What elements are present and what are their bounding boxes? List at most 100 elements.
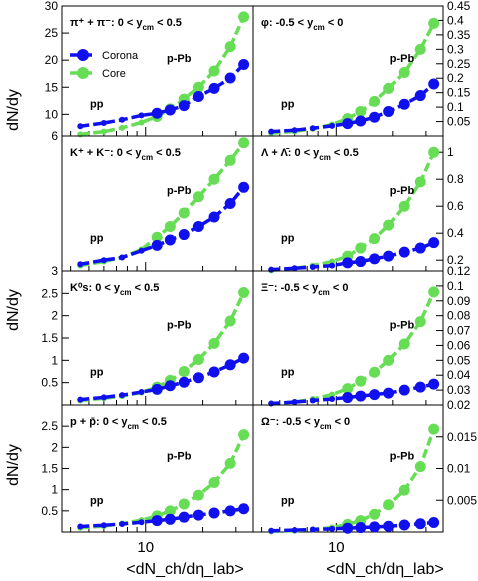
data-point-core: [414, 43, 426, 55]
data-point-corona: [208, 211, 220, 223]
panel-label: Ξ⁻: -0.5 < ycm < 0: [261, 282, 348, 297]
data-point-corona: [164, 104, 176, 116]
y-tick-label: 0.015: [447, 430, 477, 444]
data-point-core: [355, 375, 367, 387]
data-point-core: [238, 137, 250, 149]
data-point-core: [224, 41, 236, 53]
series-line-core: [271, 428, 436, 534]
data-point-core: [192, 353, 204, 365]
panel-label: Ω⁻: -0.5 < ycm < 0: [261, 416, 350, 431]
data-point-core: [164, 220, 176, 232]
data-point-core: [355, 242, 367, 254]
y-tick-label: 0.45: [447, 0, 471, 13]
y-axis-title-mid: dN/dy: [5, 289, 22, 331]
data-point-core: [329, 391, 336, 398]
y-tick-label: 0.5: [41, 376, 58, 390]
y-tick-label: 0.2: [447, 71, 464, 85]
data-point-core: [151, 231, 163, 243]
data-point-corona: [398, 246, 410, 258]
data-point-core: [383, 499, 395, 511]
data-point-core: [224, 457, 236, 469]
y-tick-label: 25: [45, 26, 59, 40]
y-tick-label: 0.06: [447, 338, 471, 352]
data-point-corona: [428, 78, 440, 90]
data-point-corona: [309, 397, 316, 404]
data-point-corona: [428, 516, 440, 528]
data-point-corona: [238, 59, 250, 70]
data-point-corona: [138, 247, 145, 254]
y-tick-label: 0.08: [447, 309, 471, 323]
data-point-core: [398, 338, 410, 350]
panel-k0s: 0.5 1 1.5 2 2.5 K⁰s: 0 < ycm < 0.5 pp p-Pb: [41, 270, 254, 406]
annotation-pp: pp: [281, 232, 295, 244]
data-point-core: [369, 366, 381, 378]
data-point-corona: [119, 392, 126, 399]
data-point-core: [428, 146, 440, 158]
data-point-corona: [342, 257, 354, 269]
data-point-corona: [100, 257, 107, 264]
panel-label: Λ + Λ̄: 0 < ycm < 0.5: [261, 147, 359, 162]
y-tick-label: 2: [51, 440, 58, 454]
y-tick-label: 20: [45, 53, 59, 67]
data-point-corona: [208, 82, 220, 94]
y-tick-label: 0.1: [447, 279, 464, 293]
data-point-corona: [178, 100, 190, 112]
panel-lambda: 0.120.2 0.4 0.6 0.8 1 Λ + Λ̄: 0 < ycm < 0.5 pp…: [252, 135, 471, 278]
data-point-core: [208, 337, 220, 349]
data-point-corona: [77, 261, 84, 268]
panel-phi: 0.050.10.150.20.250.30.350.40.45 φ: -0.5 …: [252, 0, 471, 137]
annotation-ppb: p-Pb: [167, 185, 192, 197]
data-point-corona: [151, 383, 163, 395]
data-point-corona: [329, 262, 336, 269]
data-point-corona: [414, 242, 426, 254]
y-tick-label: 0.04: [447, 368, 471, 382]
data-point-corona: [355, 115, 367, 127]
data-point-corona: [398, 98, 410, 110]
data-point-core: [342, 383, 354, 395]
data-point-corona: [369, 389, 381, 401]
data-point-core: [398, 66, 410, 78]
data-point-corona: [309, 526, 316, 533]
y-tick-label: 0.5: [41, 504, 58, 518]
data-point-corona: [342, 392, 354, 404]
data-point-corona: [164, 513, 176, 525]
y-tick-label: 3: [51, 264, 58, 278]
data-point-corona: [178, 229, 190, 241]
data-point-corona: [238, 503, 250, 515]
data-point-core: [138, 119, 145, 126]
series-line-core: [79, 141, 246, 268]
data-point-core: [178, 207, 190, 219]
data-point-core: [369, 508, 381, 520]
annotation-ppb: p-Pb: [390, 53, 415, 65]
y-tick-label: 2.5: [41, 419, 58, 433]
panel-omega: 0.005 0.01 0.015 10 Ω⁻: -0.5 < ycm < 0 pp p-Pb: [252, 404, 477, 556]
data-point-core: [192, 489, 204, 501]
data-point-corona: [100, 394, 107, 401]
data-point-corona: [291, 265, 298, 272]
annotation-ppb: p-Pb: [167, 451, 192, 463]
data-point-corona: [383, 387, 395, 399]
series-line-corona: [271, 82, 435, 134]
data-point-corona: [164, 380, 176, 392]
panel-kaon: 3 K⁺ + K⁻: 0 < ycm < 0.5 pp p-Pb: [51, 135, 254, 278]
annotation-pp: pp: [90, 367, 104, 379]
data-point-corona: [119, 254, 126, 261]
y-tick-label: 0.15: [447, 86, 471, 100]
y-tick-label: 0.4: [447, 226, 464, 240]
y-tick-label: 0.07: [447, 324, 471, 338]
y-axis-title-bottom: dN/dy: [5, 444, 22, 486]
annotation-pp: pp: [281, 495, 295, 507]
y-tick-label: 30: [45, 0, 59, 13]
data-point-corona: [383, 520, 395, 532]
y-tick-label: 0.6: [447, 199, 464, 213]
data-point-corona: [138, 389, 145, 396]
data-point-corona: [329, 525, 336, 532]
annotation-pp: pp: [90, 495, 104, 507]
data-point-core: [414, 461, 426, 473]
data-point-corona: [224, 505, 236, 517]
y-tick-label: 0.01: [447, 462, 471, 476]
data-point-corona: [383, 105, 395, 117]
data-point-corona: [398, 519, 410, 531]
data-point-corona: [291, 527, 298, 534]
data-point-corona: [329, 122, 336, 129]
